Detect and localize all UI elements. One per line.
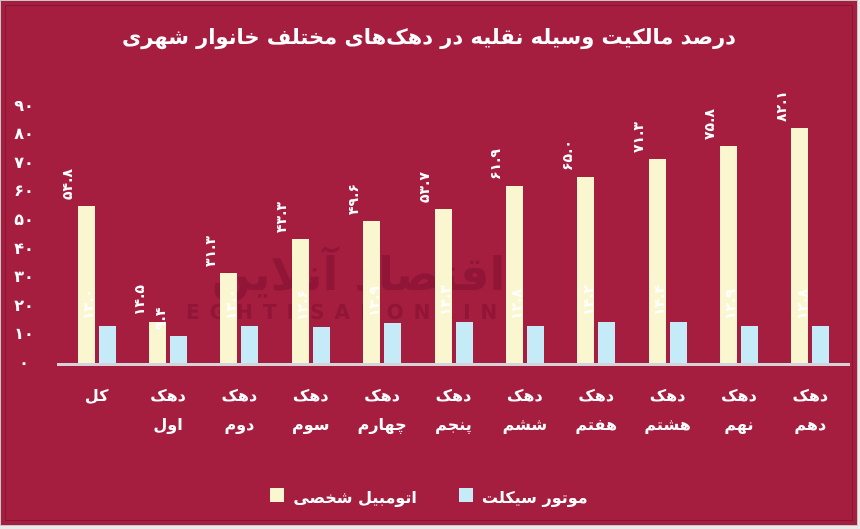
bar-value-label: ۱۴.۴ [652,284,669,316]
bar-value-label: ۳۱.۳ [202,236,219,268]
automobile-color-swatch [270,487,285,502]
bar-automobile [577,177,595,363]
bar-automobile [505,185,523,363]
bar-motorcycle [384,323,402,363]
motorcycle-color-swatch [458,487,473,502]
bar-value-label: ۱۳.۹ [366,286,383,318]
x-axis-label: دهک ششم [502,386,548,434]
bar-motorcycle [669,321,687,363]
y-axis-tick-label: ۸۰ [14,124,34,144]
bar-automobile [220,273,238,363]
bar-motorcycle [98,325,116,363]
y-axis-tick-label: ۴۰ [14,238,34,258]
chart-title: درصد مالکیت وسیله نقلیه در دهک‌های مختلف… [122,25,736,49]
bar-automobile [719,146,737,363]
bar-motorcycle [740,326,758,363]
bar-value-label: ۵۳.۷ [417,172,433,204]
bar-value-label: ۱۲.۹ [723,289,740,321]
bar-value-label: ۴۳.۳ [274,202,291,234]
bar-motorcycle [812,326,830,363]
x-axis-label: دهک دهم [792,386,829,434]
bar-value-label: ۷۱.۳ [631,122,648,154]
bar-value-label: ۱۲.۶ [295,290,312,321]
bar-motorcycle [455,322,473,363]
legend-label-automobile: اتومبیل شخصی [293,488,417,507]
bar-value-label: ۷۵.۸ [702,109,719,141]
bar-value-label: ۸۲.۱ [773,91,790,123]
bar-motorcycle [526,326,544,363]
bar-automobile [77,206,95,363]
legend-item-motorcycle: موتور سیکلت [458,487,588,507]
bar-value-label: ۵۴.۸ [60,169,77,201]
bar-value-label: ۱۳.۰ [223,288,240,320]
legend: اتومبیل شخصی موتور سیکلت [1,487,857,507]
y-axis-tick-label: ۳۰ [14,267,34,287]
bar-value-label: ۱۴.۳ [438,285,454,317]
x-axis-line [57,363,850,366]
bar-value-label: ۱۲.۸ [509,289,526,321]
x-axis-label: دهک هشتم [644,386,691,434]
x-axis-label: دهک چهارم [357,386,407,434]
x-axis-label: دهک اول [150,386,186,434]
watermark-farsi-text: اقتصاد آنلاین [211,247,506,301]
y-axis-tick-label: ۵۰ [14,210,34,229]
bar-motorcycle [312,326,330,363]
x-axis-label: دهک نهم [721,386,757,434]
bar-value-label: ۱۴.۲ [580,285,597,317]
bar-value-label: ۶۵.۰ [559,140,576,172]
bar-motorcycle [170,336,188,363]
bar-automobile [791,128,809,363]
y-axis-tick-label: ۷۰ [14,152,34,172]
y-axis-tick-label: ۱۰ [14,324,34,344]
legend-label-motorcycle: موتور سیکلت [481,488,588,507]
bar-value-label: ۱۴.۵ [131,284,148,316]
y-axis-tick-label: ۲۰ [14,295,34,315]
y-axis-tick-label: ۰ [19,353,29,372]
bar-automobile [648,159,666,363]
legend-item-automobile: اتومبیل شخصی [270,487,417,507]
x-axis-label: دهک سوم [292,386,330,434]
x-axis-label: دهک پنجم [435,386,472,434]
bar-automobile [434,209,452,363]
bar-motorcycle [598,322,616,363]
x-axis-label: دهک دوم [221,386,258,434]
bar-value-label: ۱۳.۰ [81,288,98,320]
bar-motorcycle [241,325,259,363]
watermark: اقتصاد آنلاین EGHTESADONLINE [186,249,531,324]
bar-value-label: ۶۱.۹ [488,149,505,180]
watermark-english-text: EGHTESADONLINE [186,299,531,324]
bar-value-label: ۹.۴ [152,307,169,331]
bar-automobile [363,221,381,363]
bar-automobile [291,239,309,363]
x-axis-label: دهک هفتم [575,386,618,434]
y-axis-tick-label: ۶۰ [14,181,34,201]
y-axis-tick-label: ۹۰ [14,95,34,115]
bar-value-label: ۱۲.۸ [794,289,811,321]
bar-automobile [149,321,167,363]
x-axis-label: کل [84,386,109,405]
bar-value-label: ۴۹.۶ [345,184,362,216]
